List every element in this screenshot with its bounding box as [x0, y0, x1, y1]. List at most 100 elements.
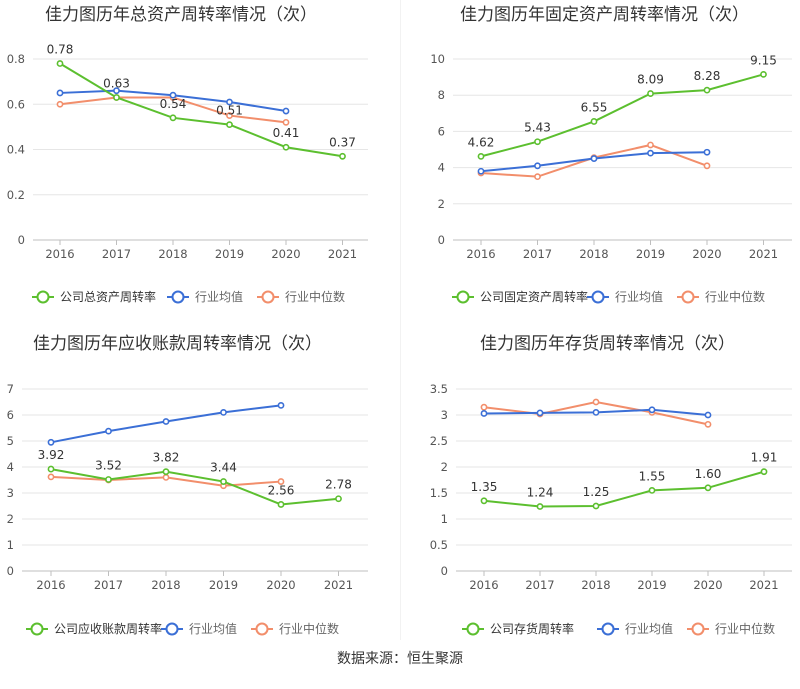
data-point-industry_median: [56, 100, 64, 108]
data-point-industry_median: [282, 118, 290, 126]
y-tick-label: 0: [18, 233, 25, 247]
legend-label: 行业均值: [195, 289, 243, 304]
data-label: 2.78: [325, 478, 352, 492]
data-point-industry_median: [226, 112, 233, 119]
legend-label: 行业均值: [625, 621, 673, 636]
data-label: 3.44: [210, 461, 237, 475]
x-tick-label: 2020: [271, 247, 300, 261]
y-tick-label: 7: [7, 382, 14, 396]
data-point-industry_avg: [162, 418, 170, 425]
legend-item-industry_median: 行业中位数: [257, 289, 345, 304]
y-tick-label: 3.5: [430, 382, 448, 396]
data-label: 1.35: [471, 480, 498, 494]
data-point-industry_median: [162, 473, 170, 481]
data-point-company: [760, 70, 767, 78]
y-tick-label: 8: [438, 88, 445, 102]
data-point-company: [477, 152, 485, 160]
y-tick-label: 0.8: [7, 52, 25, 66]
x-tick-label: 2017: [102, 247, 131, 261]
data-label: 1.25: [583, 485, 610, 499]
legend-label: 行业均值: [615, 289, 663, 304]
data-point-industry_median: [592, 398, 600, 406]
legend-marker: [601, 622, 615, 636]
y-tick-label: 6: [7, 408, 14, 422]
y-tick-label: 2: [7, 512, 14, 526]
data-point-industry_median: [47, 473, 55, 481]
chart-panel-2: 佳力图历年固定资产周转率情况（次） 0 2 4 6 8 10 2016 2017 2018 2019…: [430, 5, 792, 304]
legend-item-industry_avg: 行业均值: [167, 289, 243, 304]
data-point-company: [648, 486, 656, 494]
x-tick-label: 2019: [209, 578, 238, 592]
legend-item-industry_avg: 行业均值: [587, 289, 663, 304]
data-point-industry_avg: [592, 408, 600, 416]
data-label: 1.24: [527, 486, 554, 500]
legend-item-company: 公司存货周转率: [462, 621, 574, 636]
legend-marker: [456, 290, 470, 304]
chart-title: 佳力图历年固定资产周转率情况（次）: [460, 5, 749, 25]
x-tick-label: 2016: [469, 578, 498, 592]
y-tick-label: 0: [441, 564, 448, 578]
y-tick-label: 0.4: [7, 143, 25, 157]
x-tick-label: 2021: [328, 247, 357, 261]
legend-label: 公司固定资产周转率: [480, 289, 588, 304]
data-point-company: [536, 503, 544, 510]
chart-panel-4: 佳力图历年存货周转率情况（次） 0 0.5 1 1.5 2 2.5 3 3.5 2016 2017 2…: [430, 334, 792, 636]
data-label: 6.55: [581, 100, 608, 114]
data-point-company: [704, 484, 712, 492]
data-label: 1.55: [639, 469, 666, 483]
data-label: 8.09: [637, 73, 664, 87]
data-point-industry_median: [703, 162, 711, 170]
data-point-company: [339, 152, 346, 160]
data-point-industry_median: [480, 403, 488, 411]
x-tick-label: 2021: [324, 578, 353, 592]
y-tick-label: 2.5: [430, 434, 448, 448]
data-label: 0.63: [103, 76, 130, 90]
data-label: 2.56: [268, 483, 295, 497]
legend-marker: [171, 290, 185, 304]
y-tick-label: 4: [7, 460, 14, 474]
data-point-industry_avg: [220, 408, 227, 416]
data-point-company: [105, 476, 112, 483]
x-tick-label: 2018: [579, 247, 608, 261]
x-tick-label: 2020: [692, 247, 721, 261]
legend-label: 行业中位数: [715, 621, 775, 636]
data-label: 3.52: [95, 458, 122, 472]
x-tick-label: 2018: [581, 578, 610, 592]
y-tick-label: 10: [430, 52, 445, 66]
legend-label: 公司存货周转率: [490, 621, 574, 636]
legend-marker: [255, 622, 269, 636]
data-point-industry_median: [534, 173, 541, 181]
data-label: 0.78: [47, 43, 74, 57]
legend-marker: [591, 290, 605, 304]
chart-panel-3: 佳力图历年应收账款周转率情况（次） 0 1 2 3 4 5 6 7 2016 2017 2018 201…: [7, 334, 368, 636]
data-label: 0.51: [216, 104, 243, 118]
data-point-industry_avg: [703, 148, 711, 156]
legend-marker: [36, 290, 50, 304]
data-label: 0.54: [160, 97, 187, 111]
data-label: 1.60: [695, 467, 722, 481]
x-tick-label: 2020: [693, 578, 722, 592]
data-point-company: [760, 468, 768, 476]
chart-panel-1: 佳力图历年总资产周转率情况（次） 0 0.2 0.4 0.6 0.8 2016 2017 201…: [7, 5, 368, 304]
data-label: 5.43: [524, 121, 551, 135]
data-label: 8.28: [694, 69, 721, 83]
data-point-company: [277, 501, 285, 508]
data-point-industry_median: [277, 478, 285, 485]
data-point-industry_avg: [226, 98, 233, 106]
data-point-company: [56, 60, 64, 67]
data-label: 1.91: [751, 451, 778, 465]
data-label: 3.92: [38, 448, 65, 462]
legend-marker: [30, 622, 44, 636]
data-point-industry_avg: [704, 411, 712, 419]
y-tick-label: 0: [7, 564, 14, 578]
legend-item-industry_median: 行业中位数: [687, 621, 775, 636]
data-point-company: [47, 465, 55, 473]
data-point-company: [592, 502, 600, 510]
data-point-industry_avg: [56, 89, 64, 97]
x-tick-label: 2019: [636, 247, 665, 261]
x-tick-label: 2016: [36, 578, 65, 592]
legend-marker: [165, 622, 179, 636]
x-tick-label: 2018: [158, 247, 187, 261]
data-point-company: [113, 94, 120, 101]
